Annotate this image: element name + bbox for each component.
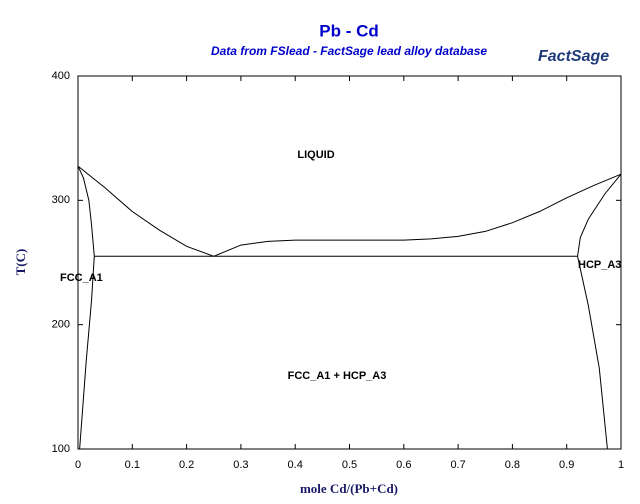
x-tick-label: 0.2: [179, 459, 194, 471]
phase-boundary: [577, 256, 608, 450]
phase-boundary: [577, 173, 622, 257]
annotation: LIQUID: [297, 149, 334, 161]
annotation: HCP_A3: [578, 259, 621, 271]
y-tick-label: 300: [52, 194, 70, 206]
phase-boundary: [79, 256, 95, 450]
phase-boundary: [213, 173, 622, 257]
x-tick-label: 0.8: [505, 459, 520, 471]
x-tick-label: 0.9: [559, 459, 574, 471]
x-tick-label: 1: [618, 459, 624, 471]
y-tick-label: 400: [52, 70, 70, 82]
y-tick-label: 200: [52, 319, 70, 331]
x-tick-label: 0: [75, 459, 81, 471]
annotation: FCC_A1: [60, 272, 103, 284]
chart-title: Pb - Cd: [319, 21, 379, 40]
phase-boundary: [77, 165, 95, 257]
x-tick-label: 0.3: [233, 459, 248, 471]
x-tick-label: 0.7: [450, 459, 465, 471]
chart-subtitle: Data from FSlead - FactSage lead alloy d…: [211, 44, 487, 58]
annotation: FCC_A1 + HCP_A3: [288, 370, 387, 382]
y-tick-label: 100: [52, 443, 70, 455]
plot-frame: [77, 75, 622, 450]
y-axis-label: T(C): [13, 249, 28, 276]
x-tick-label: 0.6: [396, 459, 411, 471]
x-tick-label: 0.4: [288, 459, 303, 471]
x-tick-label: 0.1: [125, 459, 140, 471]
x-axis-label: mole Cd/(Pb+Cd): [300, 481, 398, 496]
phase-boundary: [77, 165, 214, 257]
x-tick-label: 0.5: [342, 459, 357, 471]
logo: FactSage: [538, 48, 609, 65]
